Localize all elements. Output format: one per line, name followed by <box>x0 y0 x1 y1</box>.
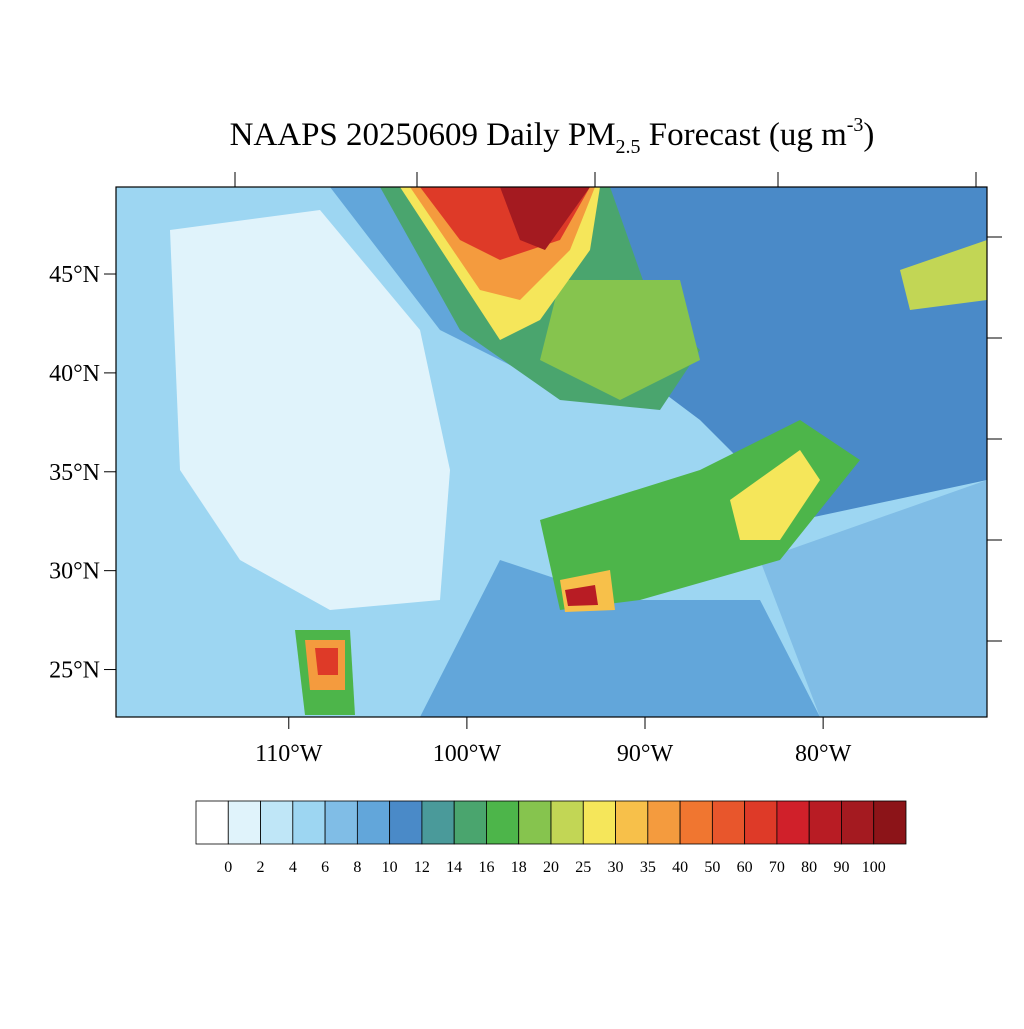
map-frame <box>115 186 988 718</box>
frame-ticks <box>234 172 1002 642</box>
lat-tick-label: 25°N <box>49 658 100 684</box>
colorbar-box <box>582 800 616 845</box>
colorbar-label: 30 <box>608 859 624 876</box>
colorbar-box <box>453 800 487 845</box>
colorbar-box <box>260 800 294 845</box>
colorbar-box <box>841 800 875 845</box>
colorbar-label: 60 <box>737 859 753 876</box>
colorbar-label: 12 <box>414 859 430 876</box>
title-end: ) <box>863 117 874 153</box>
colorbar-label: 90 <box>833 859 849 876</box>
colorbar-box <box>873 800 907 845</box>
colorbar-label: 14 <box>446 859 462 876</box>
colorbar-box <box>647 800 681 845</box>
colorbar-box <box>356 800 391 845</box>
colorbar-label: 70 <box>769 859 785 876</box>
lon-tick-label: 90°W <box>617 741 674 767</box>
lon-tick-label: 80°W <box>795 741 852 767</box>
title-sub: 2.5 <box>616 136 641 158</box>
title-mid: Forecast (ug m <box>641 117 848 153</box>
colorbar-label: 40 <box>672 859 688 876</box>
colorbar-label: 0 <box>224 859 232 876</box>
colorbar-box <box>227 800 261 845</box>
colorbar-label: 4 <box>289 859 297 876</box>
lat-tick-label: 30°N <box>49 559 100 585</box>
colorbar-box <box>518 800 552 845</box>
colorbar-label: 16 <box>478 859 494 876</box>
colorbar-box <box>711 800 746 845</box>
colorbar-label: 50 <box>704 859 720 876</box>
colorbar-label: 8 <box>353 859 361 876</box>
lon-tick-label: 110°W <box>255 741 323 767</box>
colorbar-label: 80 <box>801 859 817 876</box>
colorbar-box <box>550 800 584 845</box>
colorbar-box <box>776 800 810 845</box>
colorbar-box <box>195 800 229 845</box>
title: NAAPS 20250609 Daily PM2.5 Forecast (ug … <box>230 114 875 158</box>
colorbar-box <box>744 800 778 845</box>
colorbar-label: 6 <box>321 859 329 876</box>
colorbar-label: 20 <box>543 859 559 876</box>
colorbar-box <box>389 800 423 845</box>
colorbar-box <box>324 800 358 845</box>
lat-tick-label: 35°N <box>49 460 100 486</box>
colorbar-label: 18 <box>511 859 527 876</box>
lat-tick-label: 45°N <box>49 262 100 288</box>
colorbar-box <box>486 800 520 845</box>
colorbar-label: 35 <box>640 859 656 876</box>
colorbar-label: 100 <box>862 859 886 876</box>
colorbar-label: 25 <box>575 859 591 876</box>
pm-field <box>116 187 987 717</box>
title-main: NAAPS 20250609 Daily PM <box>230 117 616 153</box>
lat-tick-label: 40°N <box>49 361 100 387</box>
colorbar-box <box>679 800 713 845</box>
colorbar-box <box>615 800 649 845</box>
colorbar-box <box>292 800 326 845</box>
title-sup: -3 <box>847 114 864 136</box>
colorbar-label: 10 <box>382 859 398 876</box>
colorbar-box <box>808 800 842 845</box>
colorbar-label: 2 <box>257 859 265 876</box>
lon-tick-label: 100°W <box>433 741 502 767</box>
colorbar-box <box>421 800 455 845</box>
